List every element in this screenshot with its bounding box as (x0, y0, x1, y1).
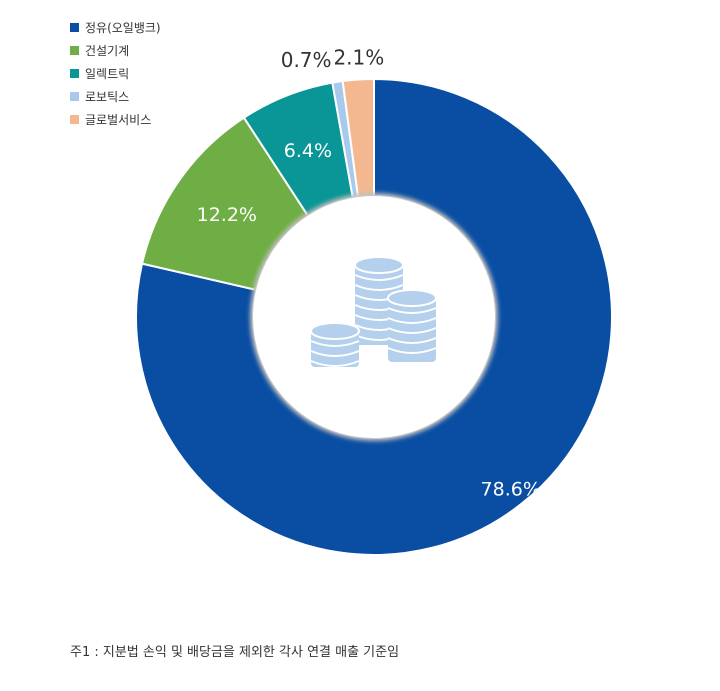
coins-icon (310, 256, 437, 367)
value-labels: 78.6% 12.2% 6.4% 0.7% 2.1% (197, 46, 541, 501)
value-label-1: 78.6% (481, 479, 541, 501)
legend-swatch (70, 92, 79, 101)
legend-item: 정유(오일뱅크) (70, 16, 161, 39)
donut-slices (135, 77, 613, 556)
legend-swatch (70, 46, 79, 55)
legend-item: 건설기계 (70, 39, 161, 62)
value-label-2: 12.2% (197, 204, 257, 226)
legend-label: 건설기계 (85, 44, 130, 58)
legend-label: 정유(오일뱅크) (85, 21, 161, 35)
legend-swatch (70, 69, 79, 78)
legend-swatch (70, 23, 79, 32)
legend-label: 일렉트릭 (85, 67, 130, 81)
value-label-4: 0.7% (281, 48, 332, 72)
value-label-3: 6.4% (284, 140, 332, 162)
legend-label: 로보틱스 (85, 90, 130, 104)
legend-swatch (70, 115, 79, 124)
legend-label: 글로벌서비스 (85, 113, 152, 127)
legend-item: 글로벌서비스 (70, 108, 161, 131)
footnote: 주1 : 지분법 손익 및 배당금을 제외한 각사 연결 매출 기준임 (70, 645, 400, 660)
legend-item: 로보틱스 (70, 85, 161, 108)
legend-item: 일렉트릭 (70, 62, 161, 85)
value-label-5: 2.1% (333, 46, 384, 70)
